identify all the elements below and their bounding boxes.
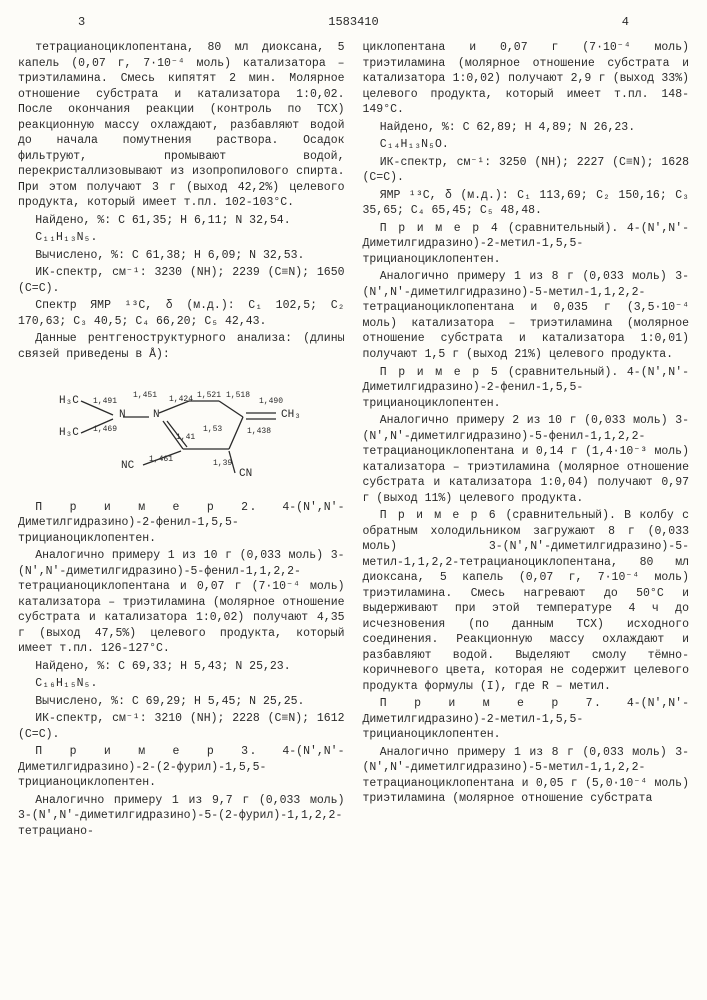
- para: циклопентана и 0,07 г (7·10⁻⁴ моль) триэ…: [363, 40, 690, 118]
- svg-text:1,461: 1,461: [149, 455, 173, 464]
- para: Вычислено, %: С 61,38; Н 6,09; N 32,53.: [18, 248, 345, 264]
- svg-text:1,469: 1,469: [93, 425, 117, 434]
- para: Найдено, %: С 61,35; Н 6,11; N 32,54.: [18, 213, 345, 229]
- page-header: 3 1583410 4: [18, 14, 689, 30]
- svg-text:N: N: [153, 409, 160, 421]
- para: Аналогично примеру 1 из 9,7 г (0,033 мол…: [18, 793, 345, 840]
- example-label: П р и м е р 7.: [380, 697, 603, 710]
- para: Найдено, %: С 69,33; Н 5,43; N 25,23.: [18, 659, 345, 675]
- svg-text:NC: NC: [121, 460, 135, 472]
- example-label: П р и м е р 3.: [35, 745, 258, 758]
- svg-text:1,490: 1,490: [259, 397, 283, 406]
- formula: С₁₁Н₁₃N₅.: [18, 230, 345, 246]
- two-column-layout: тетрацианоциклопентана, 80 мл диоксана, …: [18, 40, 689, 841]
- para: ИК-спектр, см⁻¹: 3250 (NH); 2227 (C≡N); …: [363, 155, 690, 186]
- right-column: циклопентана и 0,07 г (7·10⁻⁴ моль) триэ…: [363, 40, 690, 841]
- example-heading: П р и м е р 2. 4-(N',N'-Диметилгидразино…: [18, 500, 345, 547]
- svg-text:1,424: 1,424: [169, 395, 193, 404]
- formula: С₁₄Н₁₃N₅O.: [363, 137, 690, 153]
- page-num-left: 3: [78, 14, 85, 30]
- example-label: П р и м е р 6: [380, 509, 497, 522]
- para: ИК-спектр, см⁻¹: 3210 (NH); 2228 (C≡N); …: [18, 711, 345, 742]
- para: Вычислено, %: С 69,29; Н 5,45; N 25,25.: [18, 694, 345, 710]
- para: Найдено, %: С 62,89; Н 4,89; N 26,23.: [363, 120, 690, 136]
- para: Спектр ЯМР ¹³С, δ (м.д.): С₁ 102,5; С₂ 1…: [18, 298, 345, 329]
- para: Данные рентгеноструктурного анализа: (дл…: [18, 331, 345, 362]
- example-label: П р и м е р 2.: [35, 501, 258, 514]
- example-label: П р и м е р 4: [380, 222, 499, 235]
- svg-text:1,518: 1,518: [226, 391, 250, 400]
- svg-text:1,39: 1,39: [213, 459, 232, 468]
- left-column: тетрацианоциклопентана, 80 мл диоксана, …: [18, 40, 345, 841]
- example-heading: П р и м е р 4 (сравнительный). 4-(N',N'-…: [363, 221, 690, 268]
- structure-diagram: 1,491 1,451 1,424 1,521 1,518 1,490 1,469 1,461…: [18, 369, 345, 492]
- svg-text:1,451: 1,451: [133, 391, 157, 400]
- para: Аналогично примеру 1 из 8 г (0,033 моль)…: [363, 269, 690, 362]
- para: Аналогично примеру 1 из 10 г (0,033 моль…: [18, 548, 345, 657]
- example-label: П р и м е р 5: [380, 366, 499, 379]
- svg-text:1,438: 1,438: [247, 427, 271, 436]
- example-heading: П р и м е р 6 (сравнительный). В колбу с…: [363, 508, 690, 694]
- para: тетрацианоциклопентана, 80 мл диоксана, …: [18, 40, 345, 211]
- para: Аналогично примеру 1 из 8 г (0,033 моль)…: [363, 745, 690, 807]
- svg-text:CH₃: CH₃: [281, 409, 301, 421]
- svg-text:CN: CN: [239, 468, 252, 480]
- example-heading: П р и м е р 7. 4-(N',N'-Диметилгидразино…: [363, 696, 690, 743]
- para: ИК-спектр, см⁻¹: 3230 (NH); 2239 (C≡N); …: [18, 265, 345, 296]
- formula: С₁₆Н₁₅N₅.: [18, 676, 345, 692]
- para: ЯМР ¹³С, δ (м.д.): С₁ 113,69; С₂ 150,16;…: [363, 188, 690, 219]
- doc-number: 1583410: [328, 14, 378, 30]
- svg-text:1,491: 1,491: [93, 397, 117, 406]
- example-heading: П р и м е р 3. 4-(N',N'-Диметилгидразино…: [18, 744, 345, 791]
- page-num-right: 4: [622, 14, 629, 30]
- svg-text:1,521: 1,521: [197, 391, 221, 400]
- para: Аналогично примеру 2 из 10 г (0,033 моль…: [363, 413, 690, 506]
- svg-text:1,41: 1,41: [176, 433, 195, 442]
- example-heading: П р и м е р 5 (сравнительный). 4-(N',N'-…: [363, 365, 690, 412]
- svg-text:H₃C: H₃C: [59, 427, 79, 439]
- svg-text:N: N: [119, 409, 126, 421]
- svg-text:1,53: 1,53: [203, 425, 222, 434]
- svg-text:H₃C: H₃C: [59, 395, 79, 407]
